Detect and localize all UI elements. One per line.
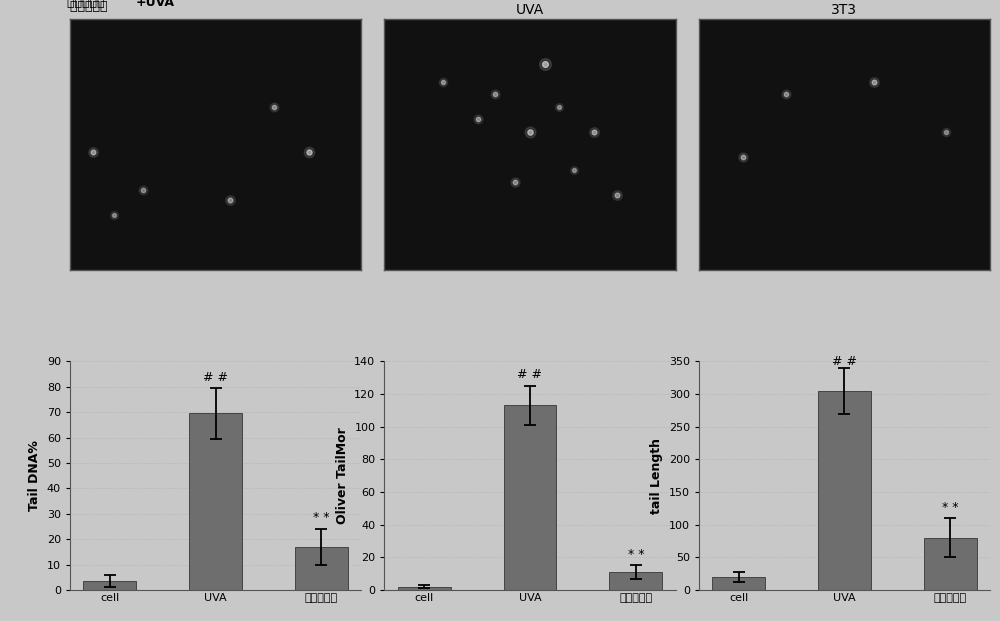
Bar [712,577,765,590]
Point [938,127,954,137]
Point [537,59,553,69]
Point [609,189,625,199]
Point [778,89,794,99]
Point [938,127,954,137]
Point [735,152,751,162]
Bar [818,391,871,590]
Bar [295,546,348,590]
Point [301,147,317,157]
Point [487,89,503,99]
Point [106,210,122,220]
Text: * *: * * [942,501,959,514]
Point [266,102,282,112]
Point [222,195,238,205]
Point [470,114,486,124]
Point [522,127,538,137]
Point [85,147,101,157]
Point [507,177,523,187]
Point [537,59,553,69]
Point [435,76,451,86]
Text: # #: # # [517,368,542,381]
Bar [189,414,242,590]
Text: * *: * * [313,512,330,524]
Y-axis label: Oliver TailMor: Oliver TailMor [336,427,349,524]
Title: UVA: UVA [516,4,544,17]
Point [522,127,538,137]
Point [487,89,503,99]
Point [135,184,151,194]
Text: # #: # # [203,371,228,384]
Point [435,76,451,86]
Text: +UVA: +UVA [136,0,175,9]
Text: * *: * * [628,548,644,561]
Bar [83,581,136,590]
Point [866,76,882,86]
Point [778,89,794,99]
Point [135,184,151,194]
Point [551,102,567,112]
Point [85,147,101,157]
Bar [609,572,662,590]
Point [222,195,238,205]
Bar [924,538,977,590]
Text: 连翘提取物: 连翘提取物 [67,0,109,9]
Text: # #: # # [832,355,857,368]
Point [106,210,122,220]
Point [551,102,567,112]
Point [735,152,751,162]
Point [470,114,486,124]
Point [507,177,523,187]
Bar [504,406,556,590]
Title: 3T3: 3T3 [831,4,857,17]
Y-axis label: Tail DNA%: Tail DNA% [28,440,41,511]
Bar [398,587,451,590]
Point [566,165,582,175]
Point [566,165,582,175]
Y-axis label: tail Length: tail Length [650,438,663,514]
Point [266,102,282,112]
Point [586,127,602,137]
Point [609,189,625,199]
Point [866,76,882,86]
Point [586,127,602,137]
Point [301,147,317,157]
Text: 连翘提取物: 连翘提取物 [70,0,112,13]
